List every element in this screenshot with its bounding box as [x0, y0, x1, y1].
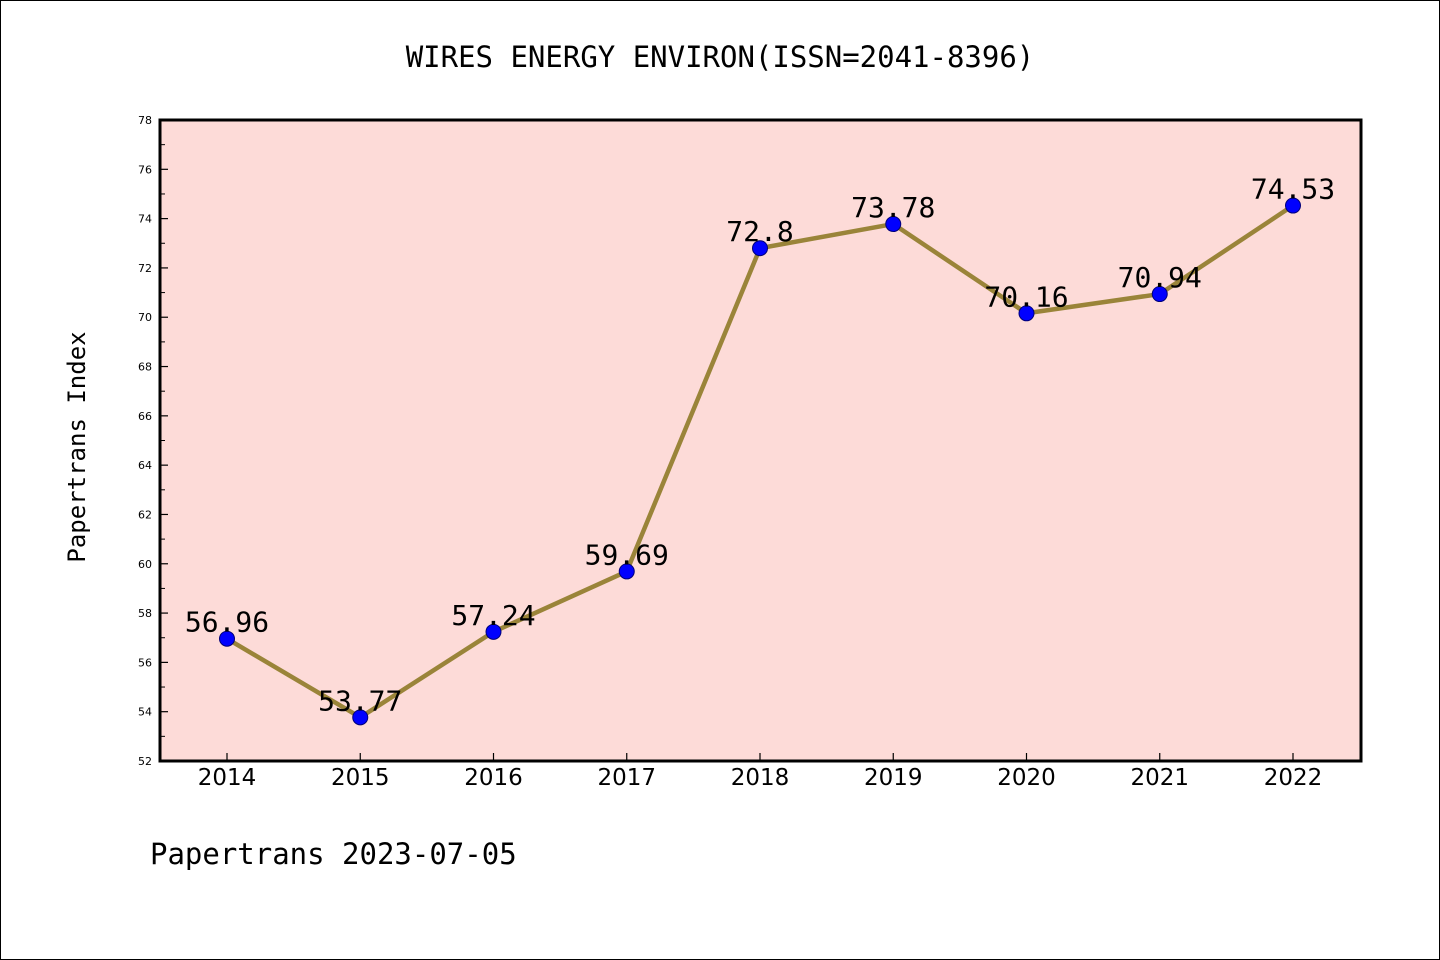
x-tick-label: 2022 [1264, 765, 1323, 791]
y-axis-label: Papertrans Index [63, 331, 91, 562]
y-tick-label: 62 [138, 508, 152, 521]
data-point [1151, 286, 1168, 303]
data-label: 57.24 [451, 599, 535, 632]
data-label: 53.77 [318, 684, 402, 717]
x-tick-label: 2016 [464, 765, 523, 791]
y-tick-label: 64 [138, 459, 152, 472]
data-label: 70.94 [1118, 261, 1202, 294]
chart-title: WIRES ENERGY ENVIRON(ISSN=2041-8396) [406, 40, 1035, 74]
data-point [219, 630, 235, 647]
data-label: 72.8 [726, 215, 793, 248]
data-point [885, 216, 902, 233]
data-markers [219, 197, 1301, 726]
x-tick-label: 2017 [597, 765, 656, 791]
data-label: 73.78 [851, 191, 935, 224]
y-tick-label: 68 [138, 361, 152, 374]
y-tick-label: 66 [138, 410, 152, 423]
plot-area [158, 118, 1363, 763]
data-point [352, 709, 369, 726]
y-tick-label: 74 [138, 213, 152, 226]
x-tick-label: 2015 [331, 765, 390, 791]
y-tick-label: 52 [138, 755, 152, 768]
y-tick-label: 76 [138, 163, 152, 176]
y-tick-label: 54 [138, 706, 152, 719]
data-point [1018, 305, 1035, 322]
footer-text: Papertrans 2023-07-05 [150, 837, 517, 871]
y-tick-label: 70 [138, 311, 152, 324]
data-labels: 56.96 53.77 57.24 59.69 72.8 73.78 70.16 70.94 7… [185, 173, 1335, 718]
y-tick-label: 78 [138, 114, 152, 127]
y-tick-label: 72 [138, 262, 152, 275]
data-label: 70.16 [984, 280, 1068, 313]
y-axis-ticks: 52 54 56 58 60 62 64 66 68 70 72 74 76 78 [138, 114, 168, 768]
data-label: 59.69 [585, 538, 669, 571]
data-point [485, 623, 502, 640]
y-tick-label: 60 [138, 558, 152, 571]
x-tick-label: 2019 [864, 765, 923, 791]
data-label: 56.96 [185, 606, 269, 639]
data-point [1285, 197, 1301, 214]
x-tick-label: 2018 [731, 765, 790, 791]
x-tick-label: 2014 [198, 765, 257, 791]
y-tick-label: 56 [138, 656, 152, 669]
y-tick-label: 58 [138, 607, 152, 620]
x-tick-label: 2021 [1130, 765, 1189, 791]
data-point [618, 563, 635, 580]
x-axis-ticks: 2014 2015 2016 2017 2018 2019 2020 2021 2022 [198, 753, 1323, 791]
data-label: 74.53 [1251, 173, 1335, 206]
data-point [752, 240, 768, 257]
x-tick-label: 2020 [997, 765, 1056, 791]
